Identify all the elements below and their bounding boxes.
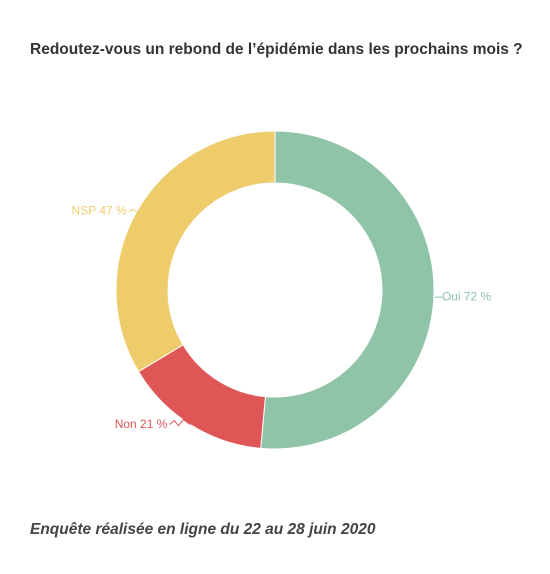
leader-line-nsp <box>128 208 137 212</box>
data-label-nsp: NSP 47 % <box>72 204 127 218</box>
leader-line-non <box>169 418 191 427</box>
chart-title: Redoutez-vous un rebond de l’épidémie da… <box>30 41 523 58</box>
data-label-non: Non 21 % <box>115 417 168 431</box>
survey-footnote: Enquête réalisée en ligne du 22 au 28 ju… <box>30 521 376 538</box>
slice-oui <box>260 130 435 450</box>
data-label-oui: Oui 72 % <box>442 289 492 303</box>
slice-nsp <box>115 130 276 373</box>
